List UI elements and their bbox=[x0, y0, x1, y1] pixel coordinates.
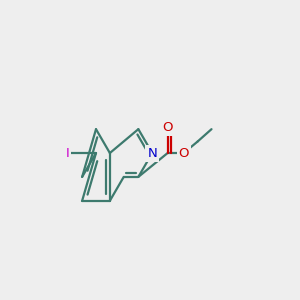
Text: O: O bbox=[162, 121, 173, 134]
Text: N: N bbox=[147, 146, 157, 160]
Text: I: I bbox=[66, 146, 69, 160]
Text: O: O bbox=[178, 146, 189, 160]
